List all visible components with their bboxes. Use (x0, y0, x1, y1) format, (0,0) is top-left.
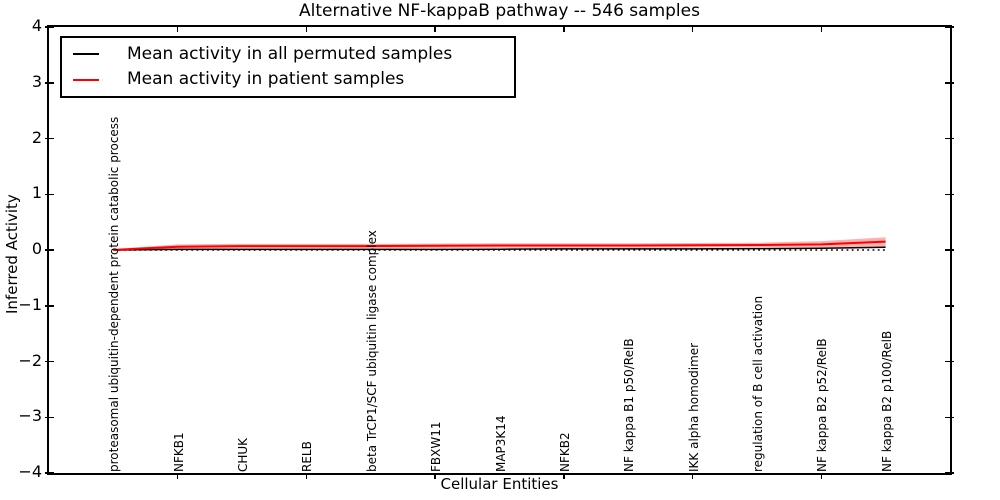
chart-title: Alternative NF-kappaB pathway -- 546 sam… (299, 1, 700, 21)
x-category-label: NF kappa B1 p50/RelB (622, 338, 637, 472)
y-tick-right (945, 193, 954, 195)
x-category-label: NFKB1 (171, 432, 186, 472)
x-tick-top (434, 27, 436, 32)
y-tick-right (945, 137, 954, 140)
x-category-label: NF kappa B2 p100/RelB (879, 330, 894, 472)
x-tick-bottom (563, 475, 565, 479)
y-tick-label: 1 (31, 183, 42, 203)
x-tick-top (176, 27, 179, 32)
y-tick-label: 0 (31, 239, 42, 258)
legend-line-sample-black (73, 53, 99, 56)
x-tick-bottom (820, 475, 823, 479)
y-tick-label: 3 (31, 71, 42, 91)
x-tick-bottom (176, 475, 179, 479)
y-tick-left (45, 472, 54, 474)
x-category-label: FBXW11 (429, 421, 444, 473)
y-tick-left (45, 249, 54, 251)
legend-label: Mean activity in patient samples (127, 69, 405, 90)
legend-item-patient: Mean activity in patient samples (73, 70, 514, 89)
x-category-label: NFKB2 (557, 432, 572, 472)
legend: Mean activity in all permuted samples Me… (60, 36, 516, 98)
y-tick-label: −2 (18, 350, 42, 370)
y-tick-right (945, 82, 954, 84)
x-category-label: MAP3K14 (493, 415, 508, 472)
x-category-label: proteasomal ubiquitin-dependent protein … (107, 116, 122, 472)
y-tick-label: 4 (31, 16, 42, 35)
x-category-label: regulation of B cell activation (750, 295, 765, 472)
x-category-label: CHUK (236, 437, 251, 472)
x-tick-top (820, 27, 823, 32)
y-tick-left (45, 82, 54, 84)
y-tick-left (45, 26, 54, 28)
patient-mean-line (113, 240, 886, 251)
x-tick-bottom (691, 475, 694, 479)
legend-label: Mean activity in all permuted samples (127, 43, 453, 64)
y-tick-label: −3 (18, 406, 42, 426)
x-tick-top (563, 27, 565, 32)
y-tick-left (45, 305, 54, 307)
x-tick-bottom (434, 475, 436, 479)
plot-area (45, 25, 954, 479)
x-tick-top (305, 27, 308, 32)
plot-svg (113, 237, 886, 252)
x-category-label: RELB (300, 441, 315, 472)
legend-item-permuted: Mean activity in all permuted samples (73, 43, 514, 64)
legend-line-sample-red (73, 78, 99, 81)
y-tick-label: −1 (18, 294, 42, 314)
y-tick-left (45, 360, 54, 363)
x-category-label: beta TrCP1/SCF ubiquitin ligase complex (364, 230, 379, 472)
y-tick-right (945, 472, 954, 474)
y-tick-left (45, 416, 54, 418)
x-category-label: NF kappa B2 p52/RelB (815, 338, 830, 472)
y-tick-label: 2 (31, 127, 42, 147)
y-tick-right (945, 416, 954, 418)
confidence-band (113, 237, 886, 252)
y-tick-right (945, 305, 954, 307)
y-tick-right (945, 249, 954, 251)
y-tick-left (45, 193, 54, 195)
x-category-label: IKK alpha homodimer (686, 342, 701, 472)
y-tick-left (45, 137, 54, 140)
y-tick-right (945, 360, 954, 363)
x-axis-label: Cellular Entities (440, 475, 559, 493)
x-tick-bottom (305, 475, 308, 479)
x-tick-top (691, 27, 694, 32)
permuted-mean-line (113, 246, 886, 251)
y-tick-right (945, 26, 954, 28)
y-tick-label: −4 (18, 462, 42, 481)
